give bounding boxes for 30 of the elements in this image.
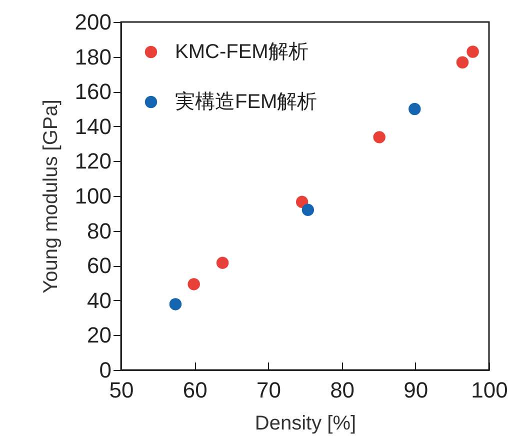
y-tick-label: 120 (74, 148, 112, 174)
point (373, 131, 386, 144)
y-tick-label: 80 (87, 218, 112, 244)
legend-label: KMC-FEM解析 (175, 41, 308, 63)
x-tick-label: 100 (471, 378, 508, 402)
y-tick-label: 100 (74, 184, 112, 208)
x-tick-label: 80 (330, 378, 355, 402)
y-tick-label: 140 (74, 114, 112, 139)
x-tick-label: 70 (256, 378, 281, 402)
point (302, 204, 314, 216)
x-axis-title: Density [%] (254, 412, 356, 434)
y-tick-label: 0 (99, 358, 112, 382)
y-axis-title: Young modulus [GPa] (40, 100, 62, 294)
legend-label: 実構造FEM解析 (175, 90, 318, 113)
x-tick-label: 60 (182, 378, 208, 402)
point (408, 102, 421, 116)
point (216, 256, 229, 269)
point (188, 278, 200, 290)
y-tick-label: 40 (87, 288, 112, 313)
point (456, 56, 469, 68)
y-tick-label: 160 (74, 79, 112, 104)
y-tick-label: 180 (74, 44, 112, 70)
point (466, 46, 479, 58)
x-tick-label: 90 (404, 378, 428, 402)
point (169, 298, 182, 310)
x-tick-label: 50 (109, 378, 134, 402)
y-tick-label: 200 (74, 10, 112, 34)
point (296, 196, 308, 208)
y-tick-label: 60 (87, 253, 112, 278)
y-tick-label: 20 (87, 322, 112, 348)
